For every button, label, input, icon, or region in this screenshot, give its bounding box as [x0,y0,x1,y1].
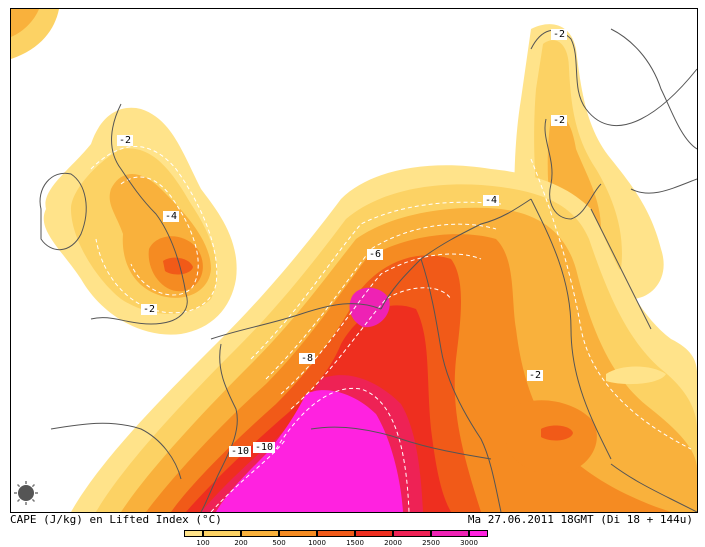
colorbar-tick-label: 3000 [460,539,478,547]
colorbar-swatch [184,530,203,537]
cape-area-core-belgium [349,287,390,328]
coast-scandinavia-2 [610,28,697,150]
coast-britain [90,103,188,325]
border-alps [310,426,492,460]
li-label-britain-north: -2 [117,135,134,146]
cape-area-britain-1500 [163,257,193,275]
coast-denmark [544,118,602,220]
colorbar-swatch [279,530,317,537]
coast-baltic [630,178,697,194]
coast-iberia [50,422,182,480]
li-label-northsea: -4 [483,195,500,206]
coast-france-north [210,303,382,340]
border-east [530,198,612,460]
weather-logo-icon [14,481,38,505]
li-label-denmark: -2 [551,115,568,126]
colorbar-swatch [203,530,241,537]
li-label-southwest-b: -10 [253,442,276,453]
colorbar-tick-label: 2000 [384,539,402,547]
li-label-britain-mid: -4 [163,211,180,222]
coast-lowlands [380,198,532,310]
colorbar-tick-label: 1000 [308,539,326,547]
border-poland [590,208,652,330]
colorbar-swatch [241,530,279,537]
cape-area-nw-core [11,9,39,37]
li-label-britain-south: -2 [141,304,158,315]
colorbar-tick-label: 200 [234,539,248,547]
cape-shading [11,9,697,512]
map-caption-parameter: CAPE (J/kg) en Lifted Index (°C) [10,513,222,526]
cape-area-continent-3000 [216,390,403,512]
li-label-scandinavia: -2 [551,29,568,40]
colorbar-tick-label: 500 [272,539,286,547]
li-label-east: -2 [527,370,544,381]
li-label-france: -8 [299,353,316,364]
colorbar-swatch [355,530,393,537]
li-label-southwest-a: -10 [229,446,252,457]
colorbar-swatch [393,530,431,537]
coast-adriatic [610,463,697,512]
colorbar-swatch [431,530,469,537]
cape-field [11,9,697,512]
border-germany [420,258,502,512]
cape-area-east-light [606,366,666,385]
colorbar-tick-label: 1500 [346,539,364,547]
coast-france-west [200,343,238,512]
colorbar-swatch [469,530,488,537]
colorbar-tick-label: 2500 [422,539,440,547]
lifted-index-contours [90,146,692,512]
colorbar-swatch [317,530,355,537]
cape-area-east-core [541,425,573,441]
coast-ireland [39,172,87,251]
li-label-belgium: -6 [367,249,384,260]
map-caption-validity: Ma 27.06.2011 18GMT (Di 18 + 144u) [467,513,693,526]
colorbar-tick-label: 100 [196,539,210,547]
cape-map: -2 -2 -2 -4 -2 -4 -6 -8 -2 -10 -10 [10,8,698,513]
